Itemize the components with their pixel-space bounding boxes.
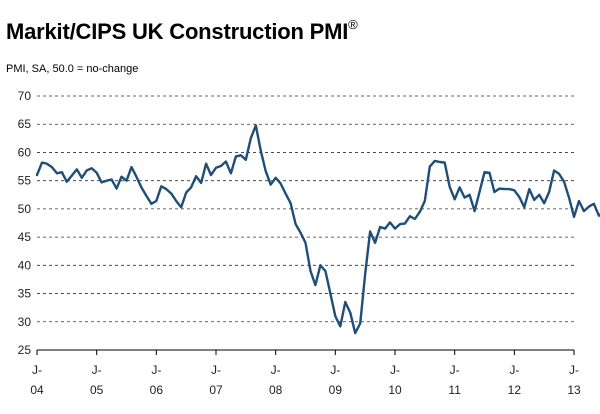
x-tick-label-top-08: J- (271, 363, 281, 377)
x-tick-label-top-12: J- (509, 363, 519, 377)
y-tick-label-45: 45 (18, 230, 32, 244)
x-tick-label-top-13: J- (569, 363, 579, 377)
y-axis-tick-labels: 25 30 35 40 45 50 55 60 65 70 (18, 89, 32, 357)
chart-title-text: Markit/CIPS UK Construction PMI (6, 19, 349, 44)
x-tick-label-top-09: J- (330, 363, 340, 377)
x-axis (36, 349, 575, 355)
y-tick-label-30: 30 (18, 315, 32, 329)
x-tick-label-09: 09 (329, 383, 343, 397)
x-tick-label-top-05: J- (92, 363, 102, 377)
x-tick-label-top-07: J- (211, 363, 221, 377)
x-tick-label-top-06: J- (151, 363, 161, 377)
chart-title: Markit/CIPS UK Construction PMI® (6, 17, 358, 45)
x-tick-label-05: 05 (90, 383, 104, 397)
series-line (35, 124, 600, 335)
x-tick-label-08: 08 (269, 383, 283, 397)
y-tick-label-55: 55 (18, 174, 32, 188)
x-tick-label-top-04: J- (32, 363, 42, 377)
grid-lines (37, 95, 574, 323)
chart-subtitle: PMI, SA, 50.0 = no-change (6, 63, 139, 75)
x-tick-label-10: 10 (388, 383, 402, 397)
x-tick-label-top-11: J- (450, 363, 460, 377)
y-tick-label-35: 35 (18, 287, 32, 301)
x-tick-label-06: 06 (150, 383, 164, 397)
x-tick-label-13: 13 (567, 383, 581, 397)
x-tick-label-12: 12 (508, 383, 522, 397)
x-tick-label-07: 07 (209, 383, 223, 397)
x-tick-label-04: 04 (30, 383, 44, 397)
y-tick-label-40: 40 (18, 258, 32, 272)
x-tick-label-top-10: J- (390, 363, 400, 377)
y-tick-label-50: 50 (18, 202, 32, 216)
y-tick-label-65: 65 (18, 117, 32, 131)
registered-mark: ® (348, 17, 358, 32)
y-tick-label-25: 25 (18, 343, 32, 357)
y-tick-label-70: 70 (18, 89, 32, 103)
x-tick-label-11: 11 (448, 383, 461, 397)
y-tick-label-60: 60 (18, 145, 32, 159)
series-layer (35, 124, 600, 335)
x-axis-tick-labels: J- 04 J- 05 J- 06 J- 07 J- 08 J- 09 J- 10 J- 11 J- 12 J- 13 (30, 363, 581, 397)
